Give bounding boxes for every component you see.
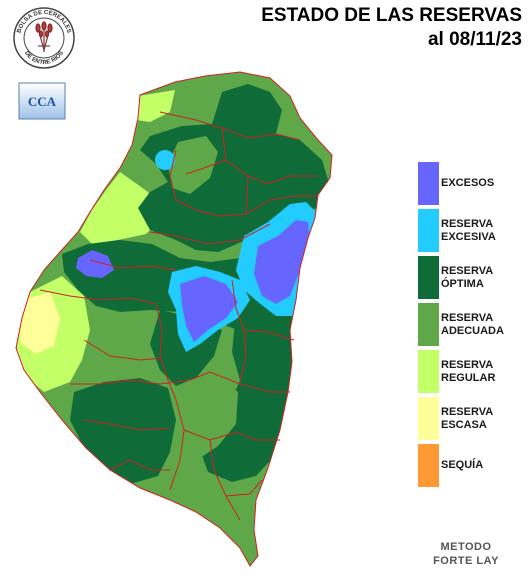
zone-adecuada-north-island <box>168 136 218 194</box>
legend-swatch <box>418 209 439 252</box>
zone-excesos-east <box>254 220 310 304</box>
legend-item: RESERVA ADECUADA <box>418 303 528 348</box>
map-title: ESTADO DE LAS RESERVAS al 08/11/23 <box>261 4 522 52</box>
department-borders <box>15 71 333 567</box>
legend-item: EXCESOS <box>418 162 528 207</box>
cca-logo-text: CCA <box>28 94 57 109</box>
zone-regular-west <box>80 172 162 244</box>
map-title-line1: ESTADO DE LAS RESERVAS <box>261 5 522 26</box>
legend-label: RESERVA ADECUADA <box>441 303 527 346</box>
zone-adecuada-south <box>182 374 238 458</box>
legend-label-line1: RESERVA <box>441 405 494 418</box>
legend-label-line1: RESERVA <box>441 311 494 324</box>
legend-label-line2: EXCESIVA <box>441 230 496 243</box>
legend-item: RESERVA REGULAR <box>418 350 528 395</box>
legend-item: SEQUÍA <box>418 444 528 489</box>
legend-swatch <box>418 444 439 487</box>
legend-label: RESERVA REGULAR <box>441 350 527 393</box>
wheat-sheaf-icon <box>35 21 53 52</box>
legend-label-line1: RESERVA <box>441 358 494 371</box>
legend-label-line2: ESCASA <box>441 418 487 431</box>
legend-label-line1: RESERVA <box>441 264 494 277</box>
zone-escasa-west <box>20 292 60 354</box>
legend-swatch <box>418 350 439 393</box>
legend-label: RESERVA ESCASA <box>441 397 527 440</box>
cca-logo-icon: CCA <box>18 82 66 120</box>
map-title-date: al 08/11/23 <box>427 29 522 50</box>
legend-label-line2: REGULAR <box>441 371 496 384</box>
legend-label-line1: RESERVA <box>441 217 494 230</box>
zone-regular-northwest <box>136 90 175 122</box>
zone-excesiva-north-dot <box>155 150 175 170</box>
zone-optima-southwest <box>70 378 176 484</box>
legend-item: RESERVA EXCESIVA <box>418 209 528 254</box>
legend-label: EXCESOS <box>441 162 527 205</box>
legend-label-line2: ADECUADA <box>441 324 504 337</box>
bolsa-cereales-seal: BOLSA DE CEREALES DE ENTRE RIOS <box>13 7 75 69</box>
method-label: METODO FORTE LAY <box>428 540 504 568</box>
legend-item: RESERVA ESCASA <box>418 397 528 442</box>
zone-excesos-center <box>180 276 238 342</box>
zone-optima-north <box>138 84 330 252</box>
legend: EXCESOS RESERVA EXCESIVA RESERVA ÓPTIMA RESER… <box>418 162 528 491</box>
legend-swatch <box>418 162 439 205</box>
legend-swatch <box>418 256 439 299</box>
legend-label: SEQUÍA <box>441 444 527 487</box>
legend-label-line1: EXCESOS <box>441 177 495 189</box>
zone-excesos-west <box>76 250 114 278</box>
method-line2: FORTE LAY <box>433 555 499 567</box>
legend-swatch <box>418 397 439 440</box>
legend-label: RESERVA EXCESIVA <box>441 209 527 252</box>
method-line1: METODO <box>440 541 492 553</box>
legend-label: RESERVA ÓPTIMA <box>441 256 527 299</box>
legend-swatch <box>418 303 439 346</box>
legend-label-line2: ÓPTIMA <box>441 277 484 290</box>
legend-item: RESERVA ÓPTIMA <box>418 256 528 301</box>
legend-label-line1: SEQUÍA <box>441 459 484 471</box>
